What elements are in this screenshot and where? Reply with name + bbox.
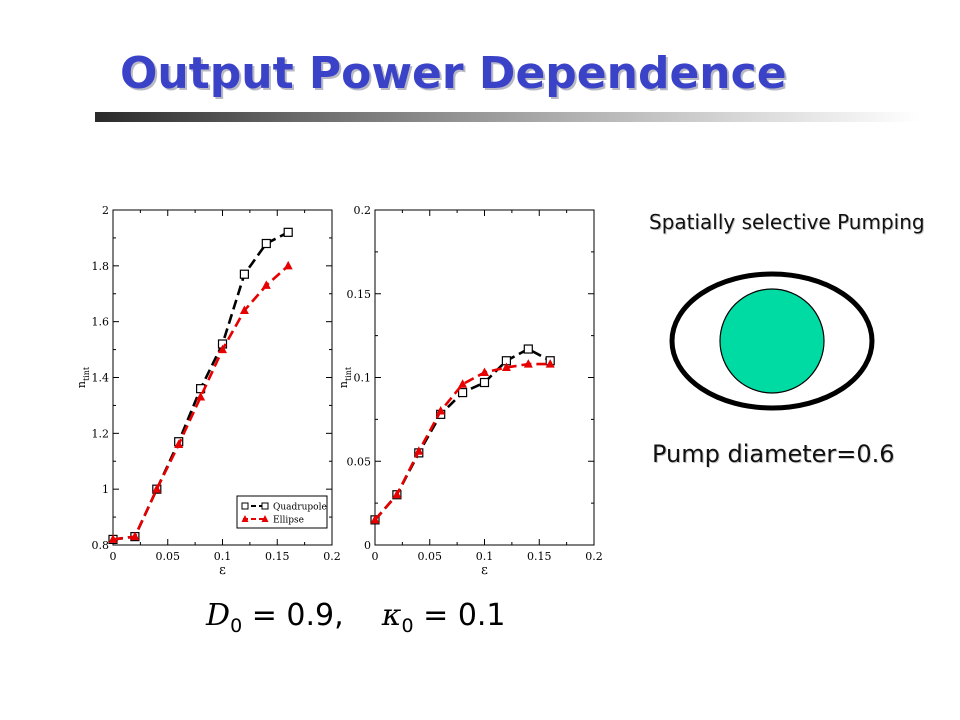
ellipse-point <box>283 260 293 270</box>
y-tick-label: 1.2 <box>92 427 110 440</box>
x-tick-label: 0 <box>110 550 117 563</box>
pump-region-circle <box>719 288 825 394</box>
y-tick-label: 0 <box>364 539 371 552</box>
y-tick-label: 1.4 <box>92 372 110 385</box>
quadrupole-point <box>283 227 293 237</box>
x-tick-label: 0.15 <box>265 550 290 563</box>
ellipse-point <box>196 392 206 401</box>
quadrupole-point <box>239 269 249 279</box>
series-line-ellipse <box>112 264 290 541</box>
ellipse-point <box>261 280 271 289</box>
parameter-formula: D0 = 0.9, κ0 = 0.1 <box>206 598 506 637</box>
legend-marker <box>261 515 269 522</box>
plot-frame <box>112 209 333 546</box>
quadrupole-point <box>261 238 271 249</box>
x-tick-label: 0.2 <box>585 550 603 563</box>
formula-kappa-value: 0.1 <box>457 598 506 633</box>
quadrupole-point <box>458 387 468 398</box>
legend: Quadrupole Ellipse <box>236 495 328 529</box>
ellipse-point <box>130 531 140 541</box>
formula-d-symbol: D <box>206 598 231 633</box>
ellipse-point <box>108 534 118 543</box>
ellipse-point <box>458 379 468 388</box>
series-line-ellipse <box>374 362 551 521</box>
ellipse-point <box>501 362 511 371</box>
y-axis-label: ntint <box>75 366 91 388</box>
slide-title: Output Power Dependence <box>120 48 787 99</box>
y-tick-label: 0.05 <box>347 455 372 468</box>
ellipse-point <box>174 439 184 448</box>
title-divider <box>95 112 920 122</box>
x-tick-label: 0.15 <box>527 550 552 563</box>
y-tick-label: 0.15 <box>347 288 372 301</box>
x-tick-label: 0.2 <box>323 550 341 563</box>
chart-1: 0 0.05 0.1 0.15 0.2 0.8 1 1.2 1.4 1.6 1.8 2 ε ntint Qu… <box>75 204 341 578</box>
legend-box <box>236 495 328 529</box>
ellipse-point <box>152 484 162 493</box>
ellipse-point <box>436 406 446 415</box>
legend-label: Quadrupole <box>273 503 327 513</box>
chart-2: 0 0.05 0.1 0.15 0.2 0 0.05 0.1 0.15 0.2 ε ntint <box>337 204 603 578</box>
y-tick-label: 0.2 <box>354 204 372 217</box>
legend-marker <box>261 502 269 510</box>
x-tick-label: 0.1 <box>214 550 232 563</box>
y-tick-label: 1.8 <box>92 260 110 273</box>
plot-frame <box>374 209 595 546</box>
x-tick-label: 0.05 <box>418 550 443 563</box>
quadrupole-point <box>523 344 533 354</box>
ellipse-point <box>414 446 424 455</box>
y-tick-label: 1.6 <box>92 316 110 329</box>
y-tick-label: 0.1 <box>354 372 372 385</box>
y-axis-label: ntint <box>337 366 353 388</box>
ellipse-point <box>218 344 227 354</box>
x-tick-label: 0.1 <box>476 550 494 563</box>
pump-diagram <box>669 271 875 411</box>
ellipse-point <box>545 359 555 368</box>
formula-kappa-equals: = <box>423 598 449 633</box>
cavity-ellipse <box>669 271 875 411</box>
formula-kappa-symbol: κ <box>381 598 402 633</box>
formula-d-equals: = <box>251 598 277 633</box>
legend-marker <box>241 515 249 522</box>
y-tick-label: 1 <box>102 483 109 496</box>
ellipse-point <box>523 359 533 368</box>
formula-d-subscript: 0 <box>230 615 243 637</box>
y-tick-label: 2 <box>102 204 109 217</box>
formula-kappa-subscript: 0 <box>401 615 414 637</box>
quadrupole-point <box>479 377 490 388</box>
legend-label: Ellipse <box>273 516 304 526</box>
formula-d-value: 0.9, <box>286 598 344 633</box>
ellipse-point <box>480 367 489 376</box>
x-axis-label: ε <box>481 563 488 578</box>
x-tick-label: 0.05 <box>156 550 181 563</box>
x-axis-label: ε <box>219 563 226 578</box>
ellipse-point <box>370 514 380 524</box>
y-tick-label: 0.8 <box>92 539 110 552</box>
ellipse-point <box>392 489 402 499</box>
pumping-caption: Spatially selective Pumping <box>649 210 925 234</box>
legend-marker <box>241 502 249 510</box>
x-tick-label: 0 <box>372 550 379 563</box>
ellipse-point <box>239 305 249 314</box>
pump-diameter-caption: Pump diameter=0.6 <box>652 440 895 468</box>
